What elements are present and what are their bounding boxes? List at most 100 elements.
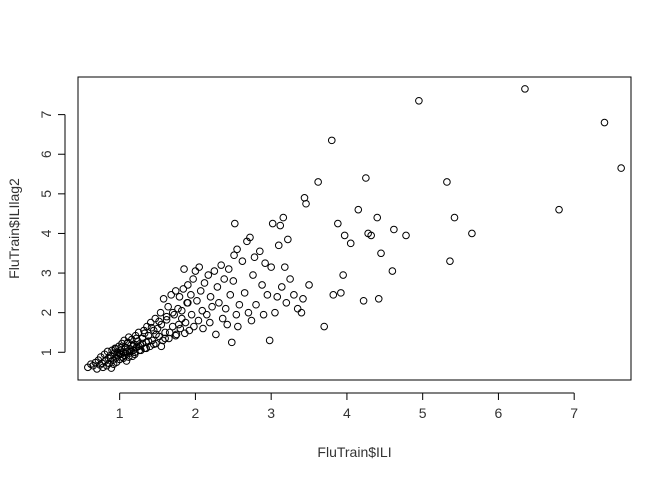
x-tick-label: 5: [419, 405, 427, 421]
data-point: [161, 328, 169, 337]
data-point: [246, 233, 254, 242]
data-point: [123, 339, 132, 348]
data-point: [172, 330, 181, 339]
data-point: [129, 342, 138, 351]
data-point: [140, 329, 149, 338]
data-point: [107, 364, 116, 372]
data-point: [221, 304, 230, 313]
data-point: [327, 136, 336, 145]
y-axis-title: FluTrain$ILIlag2: [6, 178, 22, 279]
data-point: [249, 271, 257, 279]
plot-box: [77, 76, 632, 381]
data-point: [346, 239, 355, 248]
data-point: [232, 310, 241, 319]
data-point: [131, 350, 139, 359]
y-axis: 1 2 3 4 5 6 7: [38, 111, 66, 356]
data-point: [87, 360, 95, 368]
data-point: [218, 314, 227, 323]
data-point: [119, 354, 128, 363]
data-point: [190, 322, 198, 331]
data-point: [217, 261, 225, 269]
data-point: [359, 296, 368, 305]
data-point: [271, 308, 279, 317]
data-point: [388, 267, 397, 275]
x-axis: 1 2 3 4 5 6 7: [116, 392, 578, 421]
data-point: [208, 302, 216, 311]
x-axis-title: FluTrain$ILI: [317, 444, 391, 460]
data-point: [134, 342, 143, 351]
data-point: [235, 300, 244, 309]
y-tick-label: 6: [38, 150, 54, 158]
data-point: [179, 285, 188, 293]
data-point: [468, 229, 476, 238]
data-point: [220, 275, 229, 283]
data-point: [175, 293, 184, 301]
y-tick-label: 3: [38, 269, 54, 277]
data-point: [274, 241, 283, 250]
data-point: [165, 328, 174, 337]
data-point: [234, 322, 242, 331]
data-point: [147, 323, 156, 332]
data-point: [252, 300, 260, 309]
data-point: [170, 310, 179, 319]
data-point: [258, 281, 266, 289]
data-point: [171, 287, 180, 295]
data-point: [164, 302, 172, 311]
data-point: [161, 334, 169, 343]
data-point: [143, 322, 151, 331]
data-point: [224, 265, 233, 273]
data-point: [247, 316, 256, 325]
data-point: [555, 205, 563, 214]
data-point: [189, 275, 197, 283]
data-point: [112, 345, 120, 353]
data-point: [233, 245, 241, 254]
data-point: [180, 265, 188, 273]
data-point: [230, 251, 238, 260]
data-point: [314, 178, 322, 186]
data-point: [206, 318, 214, 327]
data-point: [159, 295, 168, 303]
data-point: [193, 296, 201, 305]
data-point: [199, 324, 207, 333]
data-point: [277, 283, 286, 291]
data-point: [276, 221, 285, 230]
data-point: [282, 298, 291, 307]
data-point: [187, 291, 195, 299]
data-point: [339, 271, 347, 279]
data-point: [229, 277, 238, 285]
data-point: [293, 304, 302, 313]
data-point: [354, 205, 363, 214]
data-point: [202, 310, 211, 319]
data-point: [128, 352, 137, 361]
data-point: [138, 334, 147, 343]
data-point: [165, 334, 173, 343]
data-point: [191, 267, 200, 275]
data-point: [443, 178, 451, 186]
data-point: [302, 199, 310, 208]
data-point: [259, 310, 268, 319]
data-point: [181, 329, 189, 338]
y-tick-label: 5: [38, 190, 54, 198]
data-point: [377, 249, 385, 258]
data-point: [373, 213, 382, 222]
data-point: [286, 275, 294, 283]
data-point: [244, 308, 253, 317]
data-point: [117, 343, 125, 352]
data-point: [263, 291, 272, 299]
data-point: [261, 259, 269, 267]
data-point: [250, 253, 259, 262]
x-tick-label: 4: [343, 405, 351, 421]
data-point: [299, 295, 307, 303]
data-point: [195, 263, 204, 271]
data-point: [284, 235, 292, 244]
data-point: [156, 308, 165, 317]
data-point: [177, 306, 186, 315]
data-point: [362, 174, 370, 182]
data-point: [181, 318, 190, 327]
data-point: [127, 347, 135, 356]
data-point: [162, 315, 171, 324]
x-tick-label: 2: [192, 405, 200, 421]
data-point: [390, 225, 398, 234]
